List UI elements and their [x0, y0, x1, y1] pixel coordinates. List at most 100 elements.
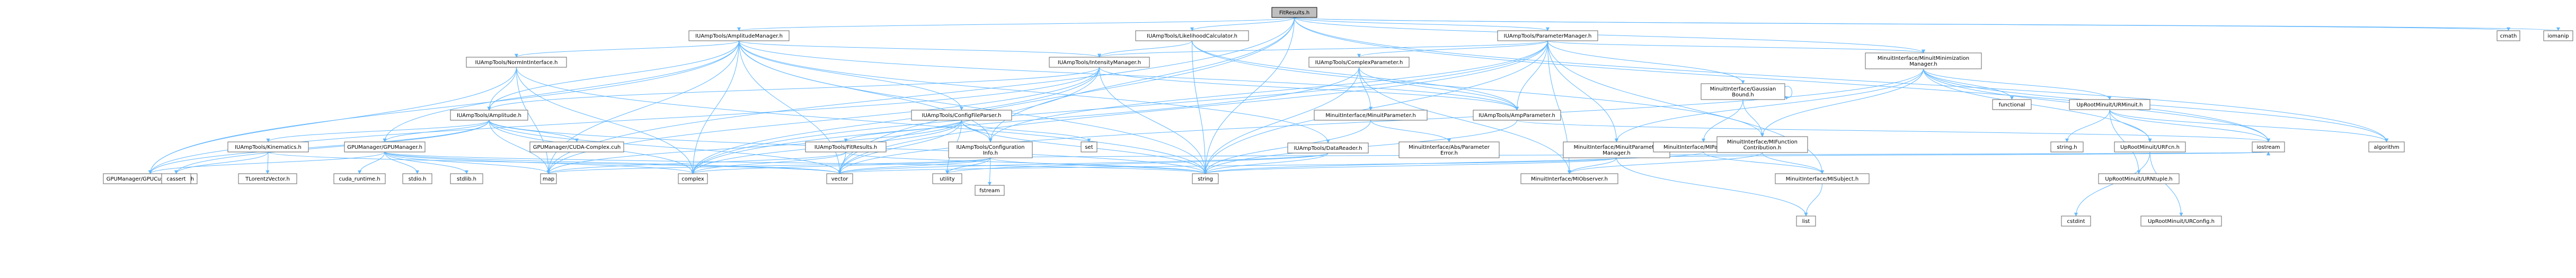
node-configfileparser-h[interactable]: IUAmpTools/ConfigFileParser.h [911, 110, 1012, 121]
edge-normintinterface-h-to-amplitude-h [487, 67, 517, 111]
node-ampparameter-h[interactable]: IUAmpTools/AmpParameter.h [1473, 110, 1561, 121]
edge-complexparameter-h-to-ampparameter-h [1359, 67, 1519, 111]
edge-amplitudemanager-h-to-vector [739, 40, 842, 174]
edge-mifunctioncontribution-h-to-miobserver-h [1568, 152, 1763, 174]
node-label: cstdint [2067, 219, 2085, 225]
node-label: list [1802, 219, 1810, 225]
edge-amplitudemanager-h-to-configfileparser-h [739, 40, 963, 111]
node-mishsubject-h[interactable]: MinuitInterface/MISubject.h [1775, 173, 1870, 184]
node-miobserver-h[interactable]: MinuitInterface/MIObserver.h [1520, 173, 1618, 184]
node-intensitymanager-h[interactable]: IUAmpTools/IntensityManager.h [1049, 57, 1150, 68]
node-stdio-h[interactable]: stdio.h [402, 173, 432, 184]
node-label: iostream [2257, 145, 2280, 150]
edge-gaussianbound-h-to-miparameter-h [1702, 99, 1743, 142]
edge-intensitymanager-h-to-gpucustomtypes-h [148, 67, 1100, 174]
node-box [2543, 30, 2573, 41]
node-string-h[interactable]: string.h [2050, 141, 2084, 153]
node-urminuit-h[interactable]: UpRootMinuit/URMinuit.h [2069, 99, 2150, 110]
edge-gpumanager-h-to-complex [384, 151, 695, 174]
node-urminuitobjs-h[interactable]: UpRootMinuit/URNtuple.h [2098, 173, 2180, 184]
node-amplitudemanager-h[interactable]: IUAmpTools/AmplitudeManager.h [688, 30, 790, 41]
edge-amplitude-h-to-gpucustomtypes-h [148, 120, 490, 174]
node-label: MinuitInterface/Gaussian [1710, 86, 1776, 92]
node-string[interactable]: string [1192, 173, 1219, 184]
edge-intensitymanager-h-to-ampparameter-h [1099, 67, 1519, 111]
node-kinematics-h[interactable]: IUAmpTools/Kinematics.h [227, 141, 309, 153]
node-label: stdlib.h [457, 176, 476, 182]
edge-parametermanager-h-to-configuration-h [988, 40, 1548, 142]
node-stdlib-h[interactable]: stdlib.h [450, 173, 483, 184]
node-minuitparameter-h[interactable]: MinuitInterface/MinuitParameter.h [1314, 110, 1428, 121]
node-parametermanager-h[interactable]: IUAmpTools/ParameterManager.h [1497, 30, 1598, 41]
node-box [227, 141, 309, 153]
node-functional[interactable]: functional [1992, 99, 2032, 110]
node-box [1081, 141, 1097, 153]
edge-parametermanager-h-to-complexparameter-h [1357, 40, 1548, 58]
edge-fitresults-h-to-algorithm [1294, 17, 2388, 142]
node-label: MinuitInterface/MISubject.h [1786, 176, 1858, 182]
edge-amplitude-h-to-cassert [174, 120, 490, 174]
node-complexparameter-h[interactable]: IUAmpTools/ComplexParameter.h [1308, 57, 1410, 68]
node-fstream[interactable]: fstream [975, 185, 1005, 196]
node-label: GPUManager/GPUManager.h [347, 145, 422, 150]
edge-minuitminimizationmanager-h-to-algorithm [1923, 68, 2388, 142]
node-amplitude-h[interactable]: IUAmpTools/Amplitude.h [450, 110, 528, 121]
node-iostream[interactable]: iostream [2252, 141, 2285, 153]
node-likelihoodcalculator-h[interactable]: IUAmpTools/LikelihoodCalculator.h [1135, 30, 1249, 41]
node-label: UpRootMinuit/URNtuple.h [2105, 176, 2172, 182]
edge-configuration-h-to-fstream [988, 157, 992, 186]
node-label: fstream [979, 188, 1000, 194]
node-tlorentzvector-h[interactable]: TLorentzVector.h [238, 173, 297, 184]
node-cassert[interactable]: cassert [161, 173, 191, 184]
node-label: MinuitInterface/MinuitParameter.h [1325, 113, 1415, 119]
edge-parametermanager-h-to-minuitminimizationmanager-h [1547, 40, 1925, 53]
node-box [161, 173, 191, 184]
node-urconfig-h[interactable]: UpRootMinuit/URConfig.h [2140, 216, 2222, 227]
node-map[interactable]: map [540, 173, 557, 184]
node-box [911, 110, 1012, 121]
node-box [1308, 57, 1410, 68]
node-fitresults-iu[interactable]: IUAmpTools/FitResults.h [805, 141, 887, 153]
edge-minuitparametermanager-h-to-string [1203, 157, 1617, 174]
node-utility[interactable]: utility [932, 173, 962, 184]
node-minuitminimizationmanager-h[interactable]: MinuitInterface/MinuitMinimizationManage… [1865, 52, 1982, 69]
node-iomanip[interactable]: iomanip [2543, 30, 2573, 41]
node-complex[interactable]: complex [678, 173, 708, 184]
edge-parametermanager-h-to-intensitymanager-h [1097, 40, 1548, 58]
node-cuda-runtime-h[interactable]: cuda_runtime.h [333, 173, 386, 184]
node-label: Error.h [1440, 150, 1458, 156]
node-cstdint[interactable]: cstdint [2061, 216, 2091, 227]
node-vector[interactable]: vector [826, 173, 853, 184]
node-box [1271, 7, 1317, 18]
node-box [540, 173, 557, 184]
node-uruimath-h[interactable]: UpRootMinuit/URFcn.h [2114, 141, 2186, 153]
node-label: MinuitInterface/MinuitParameter [1574, 145, 1660, 150]
edge-kinematics-h-to-cassert [174, 151, 269, 174]
node-datareader-h[interactable]: IUAmpTools/DataReader.h [1287, 142, 1369, 154]
edge-amplitudemanager-h-to-configuration-h [739, 40, 993, 142]
edge-amplitudemanager-h-to-ampparameter-h [739, 40, 1519, 111]
edge-gpumanager-h-to-map [384, 151, 551, 174]
edge-fitresults-iu-to-string [845, 151, 1207, 174]
edge-parametermanager-h-to-ampparameter-h [1515, 40, 1548, 111]
node-label: IUAmpTools/ConfigFileParser.h [922, 113, 1002, 119]
node-cmath[interactable]: cmath [2497, 30, 2520, 41]
node-list[interactable]: list [1796, 216, 1816, 227]
edge-parametermanager-h-to-string [1203, 40, 1548, 174]
edge-likelihoodcalculator-h-to-ampparameter-h [1192, 40, 1519, 111]
node-set[interactable]: set [1081, 141, 1097, 153]
node-gpucomplex-h[interactable]: GPUManager/CUDA-Complex.cuh [529, 141, 624, 153]
node-box [2497, 30, 2520, 41]
node-box [450, 110, 528, 121]
edge-intensitymanager-h-to-complex [691, 67, 1100, 174]
node-algorithm[interactable]: algorithm [2368, 141, 2405, 153]
node-label: string.h [2057, 145, 2077, 150]
node-normintinterface-h[interactable]: IUAmpTools/NormIntInterface.h [466, 57, 567, 68]
node-box [2098, 173, 2180, 184]
node-gpumanager-h[interactable]: GPUManager/GPUManager.h [344, 141, 426, 153]
